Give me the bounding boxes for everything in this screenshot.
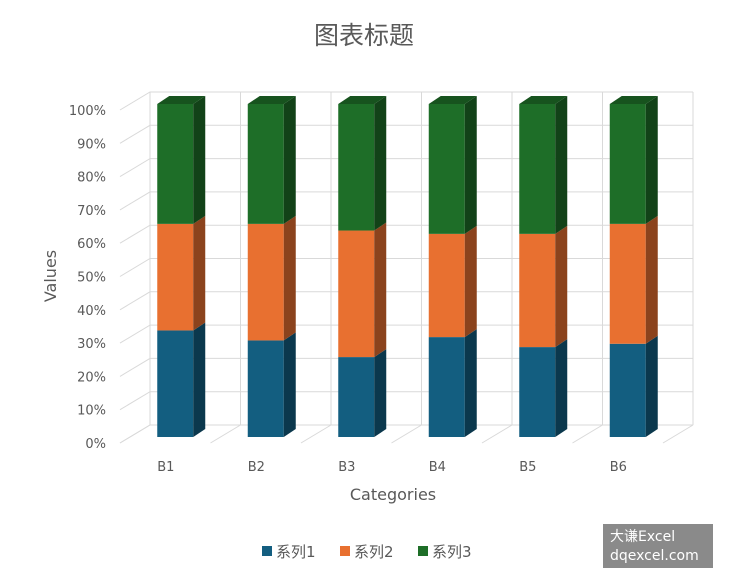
legend-swatch (340, 546, 350, 556)
y-tick-label: 100% (69, 104, 106, 119)
grid-line (119, 391, 693, 411)
bar-top (338, 96, 387, 104)
grid-line (119, 324, 693, 344)
y-tick-label: 20% (77, 370, 106, 385)
legend-label: 系列3 (432, 543, 472, 561)
bar-side (374, 222, 387, 358)
grid-line (119, 357, 693, 377)
floor-divider (119, 424, 151, 444)
floor-divider (300, 424, 332, 444)
watermark: 大谦Excel (610, 529, 675, 545)
legend-label: 系列1 (276, 543, 316, 561)
bar-side (555, 225, 568, 348)
legend-label: 系列2 (354, 543, 394, 561)
bar-side (283, 96, 296, 224)
bar-side (645, 335, 658, 437)
bar-side (464, 225, 477, 338)
x-tick-label: B4 (429, 460, 446, 475)
legend-swatch (418, 546, 428, 556)
bar-top (609, 96, 658, 104)
floor-divider (210, 424, 241, 444)
y-axis-title: Values (41, 250, 60, 302)
bar-side (645, 96, 658, 224)
bar-segment (247, 223, 284, 341)
bar-segment (338, 104, 375, 231)
x-tick-label: B2 (248, 460, 265, 475)
floor-divider (391, 424, 422, 444)
floor-divider (572, 424, 603, 444)
bar-side (464, 329, 477, 437)
bar-side (193, 215, 206, 331)
grid-line (119, 124, 693, 144)
bar-segment (609, 343, 646, 437)
bar-side (193, 96, 206, 224)
bar-segment (157, 104, 194, 224)
y-tick-label: 50% (77, 271, 106, 286)
bar-side (645, 215, 658, 344)
y-tick-label: 30% (77, 337, 106, 352)
grid-line (119, 224, 693, 244)
bar-side (374, 349, 387, 437)
bar-segment (519, 104, 556, 234)
bar-segment (157, 330, 194, 437)
bar-side (193, 322, 206, 437)
bar-segment (609, 104, 646, 224)
bar-side (555, 96, 568, 234)
y-tick-label: 10% (77, 404, 106, 419)
bar-segment (338, 357, 375, 437)
x-tick-label: B6 (610, 460, 627, 475)
legend-swatch (262, 546, 272, 556)
x-tick-label: B5 (519, 460, 536, 475)
bar-segment (338, 230, 375, 358)
bar-segment (609, 223, 646, 344)
bar-side (555, 339, 568, 437)
bar-top (428, 96, 477, 104)
bar-side (464, 96, 477, 234)
floor-divider (481, 424, 513, 444)
bar-top (519, 96, 568, 104)
x-tick-label: B1 (157, 460, 174, 475)
y-tick-label: 90% (77, 137, 106, 152)
bar-segment (247, 104, 284, 224)
y-tick-label: 70% (77, 204, 106, 219)
bar-segment (157, 223, 194, 331)
y-tick-label: 0% (85, 437, 106, 452)
bar-segment (428, 104, 465, 234)
x-tick-label: B3 (338, 460, 355, 475)
chart-title: 图表标题 (314, 21, 414, 50)
watermark: dqexcel.com (610, 548, 699, 564)
bar-side (283, 332, 296, 437)
bar-segment (428, 337, 465, 437)
y-tick-label: 40% (77, 304, 106, 319)
bar-side (374, 96, 387, 231)
grid-line (119, 158, 693, 178)
bar-segment (247, 340, 284, 437)
grid-line (119, 191, 693, 211)
y-tick-label: 80% (77, 171, 106, 186)
bar-top (157, 96, 206, 104)
bar-segment (519, 347, 556, 437)
grid-line (119, 258, 693, 277)
bar-top (247, 96, 296, 104)
watermark-box (603, 524, 713, 568)
bar-segment (428, 233, 465, 338)
grid-line (119, 291, 693, 311)
bar-segment (519, 233, 556, 348)
bar-side (283, 215, 296, 341)
y-tick-label: 60% (77, 237, 106, 252)
grid-line (119, 91, 693, 111)
x-axis-title: Categories (350, 485, 436, 504)
floor-divider (662, 424, 694, 444)
